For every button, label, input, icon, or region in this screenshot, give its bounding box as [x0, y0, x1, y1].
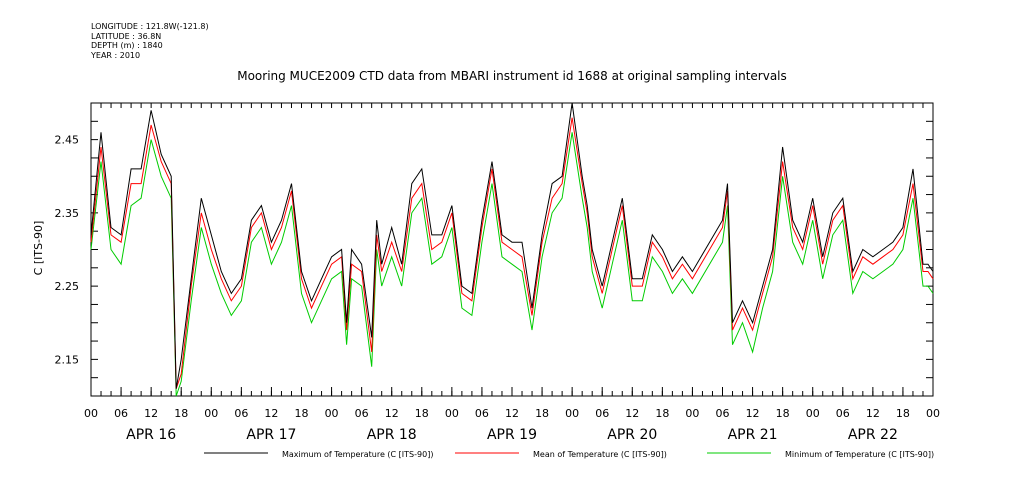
x-tick-label: 18 — [776, 407, 790, 420]
x-tick-label: 18 — [415, 407, 429, 420]
axis-labels: 00 06 12 18 00 06 12 18 00 06 12 18 00 06 12 18 00 06 12 18… — [55, 134, 941, 443]
x-day-label: APR 21 — [728, 427, 778, 443]
metadata-block: LONGITUDE : 121.8W(-121.8) LATITUDE : 36… — [91, 22, 209, 60]
x-tick-label: 12 — [746, 407, 760, 420]
x-tick-label: 18 — [655, 407, 669, 420]
x-day-label: APR 17 — [246, 427, 296, 443]
x-tick-label: 06 — [234, 407, 248, 420]
longitude-text: LONGITUDE : 121.8W(-121.8) — [91, 22, 209, 31]
x-day-label: APR 20 — [607, 427, 657, 443]
x-tick-label: 00 — [325, 407, 339, 420]
x-day-label: APR 19 — [487, 427, 537, 443]
x-tick-label: 12 — [505, 407, 519, 420]
x-tick-label: 06 — [716, 407, 730, 420]
x-tick-label: 06 — [836, 407, 850, 420]
x-tick-label: 00 — [565, 407, 579, 420]
x-tick-label: 00 — [806, 407, 820, 420]
y-axis-label: C [ITS-90] — [32, 221, 45, 276]
y-tick-label: 2.35 — [55, 207, 80, 220]
x-tick-label: 18 — [295, 407, 309, 420]
x-tick-label: 06 — [114, 407, 128, 420]
legend-label-maximum: Maximum of Temperature (C [ITS-90]) — [282, 450, 433, 459]
x-tick-label: 12 — [144, 407, 158, 420]
x-day-label: APR 22 — [848, 427, 898, 443]
legend: Maximum of Temperature (C [ITS-90]) Mean … — [204, 450, 934, 459]
series-lines — [90, 102, 934, 397]
x-day-label: APR 18 — [367, 427, 417, 443]
latitude-text: LATITUDE : 36.8N — [91, 31, 162, 41]
x-tick-label: 06 — [475, 407, 489, 420]
y-tick-label: 2.15 — [55, 353, 80, 366]
x-tick-label: 06 — [355, 407, 369, 420]
series-line-minimum — [90, 132, 934, 397]
series-line-maximum — [90, 102, 934, 389]
x-tick-label: 00 — [926, 407, 940, 420]
y-tick-label: 2.25 — [55, 280, 80, 293]
x-tick-label: 18 — [896, 407, 910, 420]
x-tick-label: 12 — [385, 407, 399, 420]
chart-title: Mooring MUCE2009 CTD data from MBARI ins… — [237, 69, 787, 83]
y-tick-label: 2.45 — [55, 134, 80, 147]
x-tick-label: 00 — [84, 407, 98, 420]
x-tick-label: 12 — [866, 407, 880, 420]
legend-label-mean: Mean of Temperature (C [ITS-90]) — [533, 450, 667, 459]
x-day-label: APR 16 — [126, 427, 176, 443]
series-line-mean — [90, 117, 934, 389]
x-tick-label: 00 — [445, 407, 459, 420]
x-tick-label: 00 — [204, 407, 218, 420]
depth-text: DEPTH (m) : 1840 — [91, 41, 163, 50]
x-tick-label: 06 — [595, 407, 609, 420]
year-text: YEAR : 2010 — [91, 50, 141, 60]
x-tick-label: 18 — [174, 407, 188, 420]
x-tick-label: 00 — [685, 407, 699, 420]
x-tick-label: 12 — [625, 407, 639, 420]
axis-ticks — [90, 103, 934, 396]
legend-label-minimum: Minimum of Temperature (C [ITS-90]) — [785, 450, 934, 459]
x-tick-label: 18 — [535, 407, 549, 420]
x-tick-label: 12 — [264, 407, 278, 420]
